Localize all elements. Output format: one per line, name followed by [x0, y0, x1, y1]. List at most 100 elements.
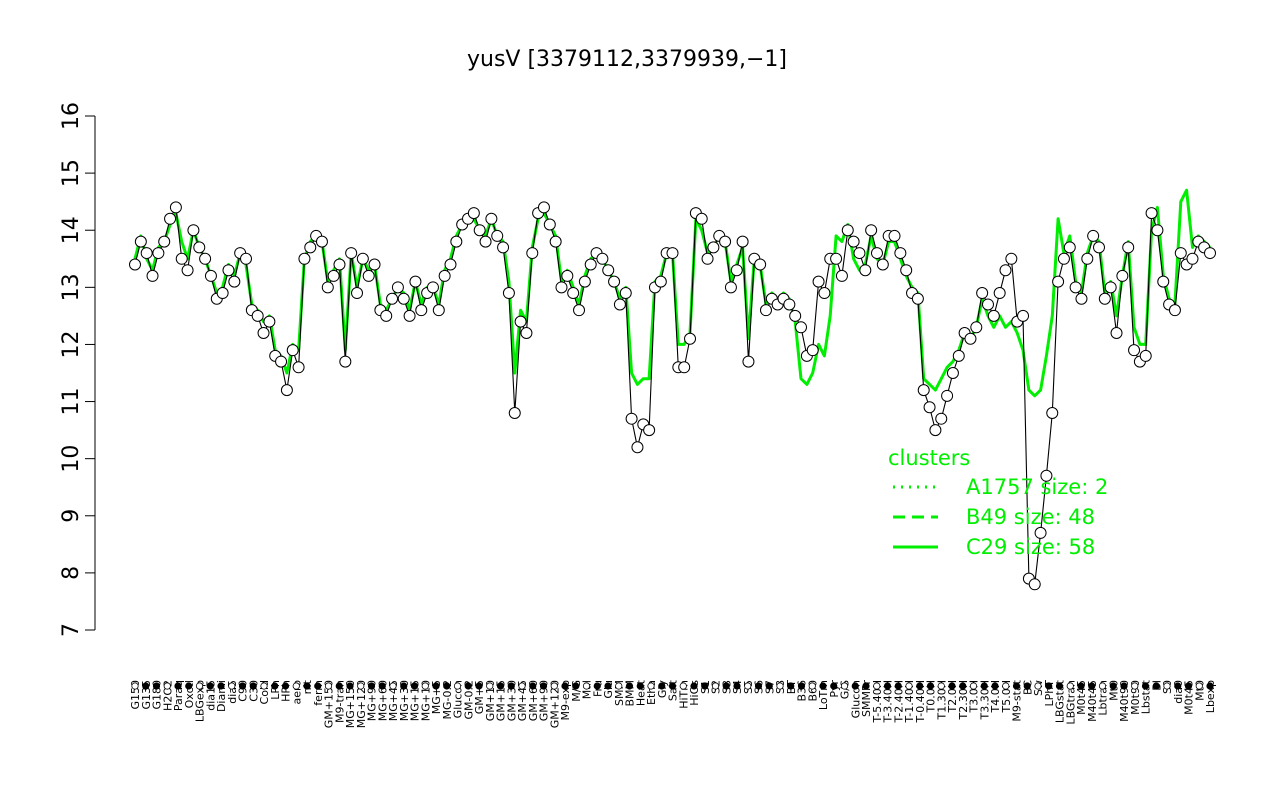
data-point: [193, 241, 206, 254]
x-sample-marker: [582, 682, 591, 690]
x-sample-marker: [722, 682, 730, 690]
x-sample-marker: [496, 682, 505, 690]
x-sample-marker: [980, 682, 988, 690]
data-point: [514, 315, 527, 328]
x-sample-marker: [862, 682, 870, 690]
x-sample-marker: [679, 682, 687, 690]
x-tick-label: T1.30H: [935, 680, 948, 720]
data-point: [175, 252, 188, 265]
x-tick-label: LBGtran: [1064, 680, 1077, 725]
x-tick-label: GM+30: [505, 680, 518, 721]
x-sample-marker: [948, 682, 956, 690]
chart-title: yusV [3379112,3379939,−1]: [467, 47, 787, 72]
data-point: [549, 235, 562, 248]
data-point: [356, 252, 369, 265]
data-point: [742, 355, 755, 368]
x-sample-marker: [539, 682, 548, 690]
data-point: [707, 241, 720, 254]
x-sample-marker: [1163, 682, 1171, 690]
data-point: [1139, 349, 1152, 362]
x-tick-label: T-2.40H: [892, 680, 905, 723]
x-tick-label: GM+45: [516, 680, 529, 721]
data-point: [134, 235, 147, 248]
data-point: [140, 247, 153, 260]
data-point: [1034, 526, 1047, 539]
x-tick-label: GM+15: [495, 680, 508, 721]
x-tick-label: GM-0.2: [462, 680, 475, 719]
x-sample-marker: [314, 682, 322, 690]
data-point: [596, 252, 609, 265]
x-sample-marker: [765, 682, 773, 690]
data-point: [502, 287, 515, 300]
y-tick-label: 7: [59, 623, 84, 637]
x-tick-label: M0t45: [1075, 680, 1088, 715]
data-point: [397, 292, 410, 305]
data-point: [362, 269, 375, 282]
data-point: [292, 361, 305, 374]
data-point: [257, 327, 270, 340]
data-point: [830, 252, 843, 265]
x-sample-marker: [357, 682, 365, 690]
x-sample-marker: [206, 682, 214, 690]
x-tick-label: M9-tran: [333, 680, 346, 723]
data-point: [251, 309, 264, 322]
y-tick-label: 16: [59, 102, 84, 130]
x-sample-marker: [1109, 682, 1117, 690]
x-sample-marker: [754, 682, 763, 690]
x-sample-marker: [647, 682, 655, 690]
x-sample-marker: [378, 682, 386, 690]
data-point: [701, 252, 714, 265]
data-point: [812, 275, 825, 288]
y-tick-label: 14: [59, 216, 84, 244]
data-point: [981, 298, 994, 311]
data-point: [537, 201, 550, 214]
data-point: [818, 287, 831, 300]
x-sample-marker: [271, 682, 279, 690]
x-sample-marker: [292, 682, 300, 690]
data-point: [678, 361, 691, 374]
x-sample-marker: [625, 682, 634, 690]
x-sample-marker: [195, 682, 204, 690]
x-sample-marker: [228, 682, 236, 690]
data-point: [929, 424, 942, 437]
x-tick-label: MG+60: [376, 680, 389, 721]
data-point: [450, 235, 463, 248]
x-sample-marker: [658, 682, 666, 690]
x-sample-marker: [464, 682, 472, 690]
data-point: [730, 264, 743, 277]
x-sample-marker: [152, 682, 161, 690]
x-tick-label: T2.30H: [957, 680, 970, 720]
x-tick-label: GM+150: [323, 680, 336, 728]
x-tick-label: MG+45: [387, 680, 400, 721]
data-point: [327, 269, 340, 282]
data-point: [491, 229, 504, 242]
x-tick-label: T-3.40H: [882, 680, 895, 723]
x-tick-label: T0.0H: [925, 680, 938, 713]
data-point: [497, 241, 510, 254]
x-tick-label: GM+90: [538, 680, 551, 721]
data-point: [1186, 252, 1199, 265]
data-point: [999, 264, 1012, 277]
data-point: [567, 287, 580, 300]
data-point: [1128, 344, 1141, 357]
y-tick-label: 11: [59, 388, 84, 416]
x-sample-marker: [819, 682, 827, 690]
x-sample-marker: [507, 682, 515, 690]
x-sample-marker: [1088, 682, 1096, 690]
x-sample-marker: [959, 682, 967, 690]
x-tick-label: MG+5: [430, 680, 443, 714]
x-sample-marker: [690, 682, 698, 690]
y-tick-label: 10: [59, 445, 84, 473]
x-sample-marker: [1195, 682, 1203, 690]
legend-title: clusters: [888, 446, 970, 470]
x-sample-marker: [926, 682, 935, 690]
data-point: [1081, 252, 1094, 265]
x-sample-marker: [1152, 682, 1160, 690]
x-axis: G150G135G180H2O2ParaqOxctlLBGexpdia15Dia…: [129, 679, 1217, 728]
x-sample-marker: [453, 682, 462, 690]
data-point: [573, 304, 586, 317]
x-sample-marker: [346, 682, 354, 690]
data-point: [368, 258, 381, 271]
data-point: [643, 424, 656, 437]
